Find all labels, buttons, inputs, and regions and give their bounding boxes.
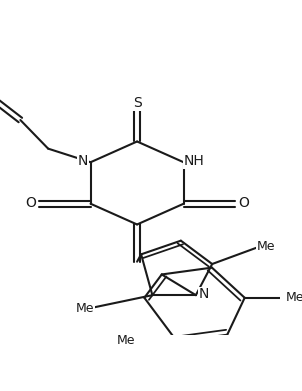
Text: O: O xyxy=(238,196,249,210)
Text: Me: Me xyxy=(286,291,302,304)
Text: Me: Me xyxy=(117,334,136,347)
Text: Me: Me xyxy=(257,240,275,253)
Text: S: S xyxy=(133,96,141,110)
Text: N: N xyxy=(198,287,209,301)
Text: Me: Me xyxy=(76,302,95,316)
Text: N: N xyxy=(78,154,88,168)
Text: NH: NH xyxy=(184,154,204,168)
Text: O: O xyxy=(25,196,36,210)
